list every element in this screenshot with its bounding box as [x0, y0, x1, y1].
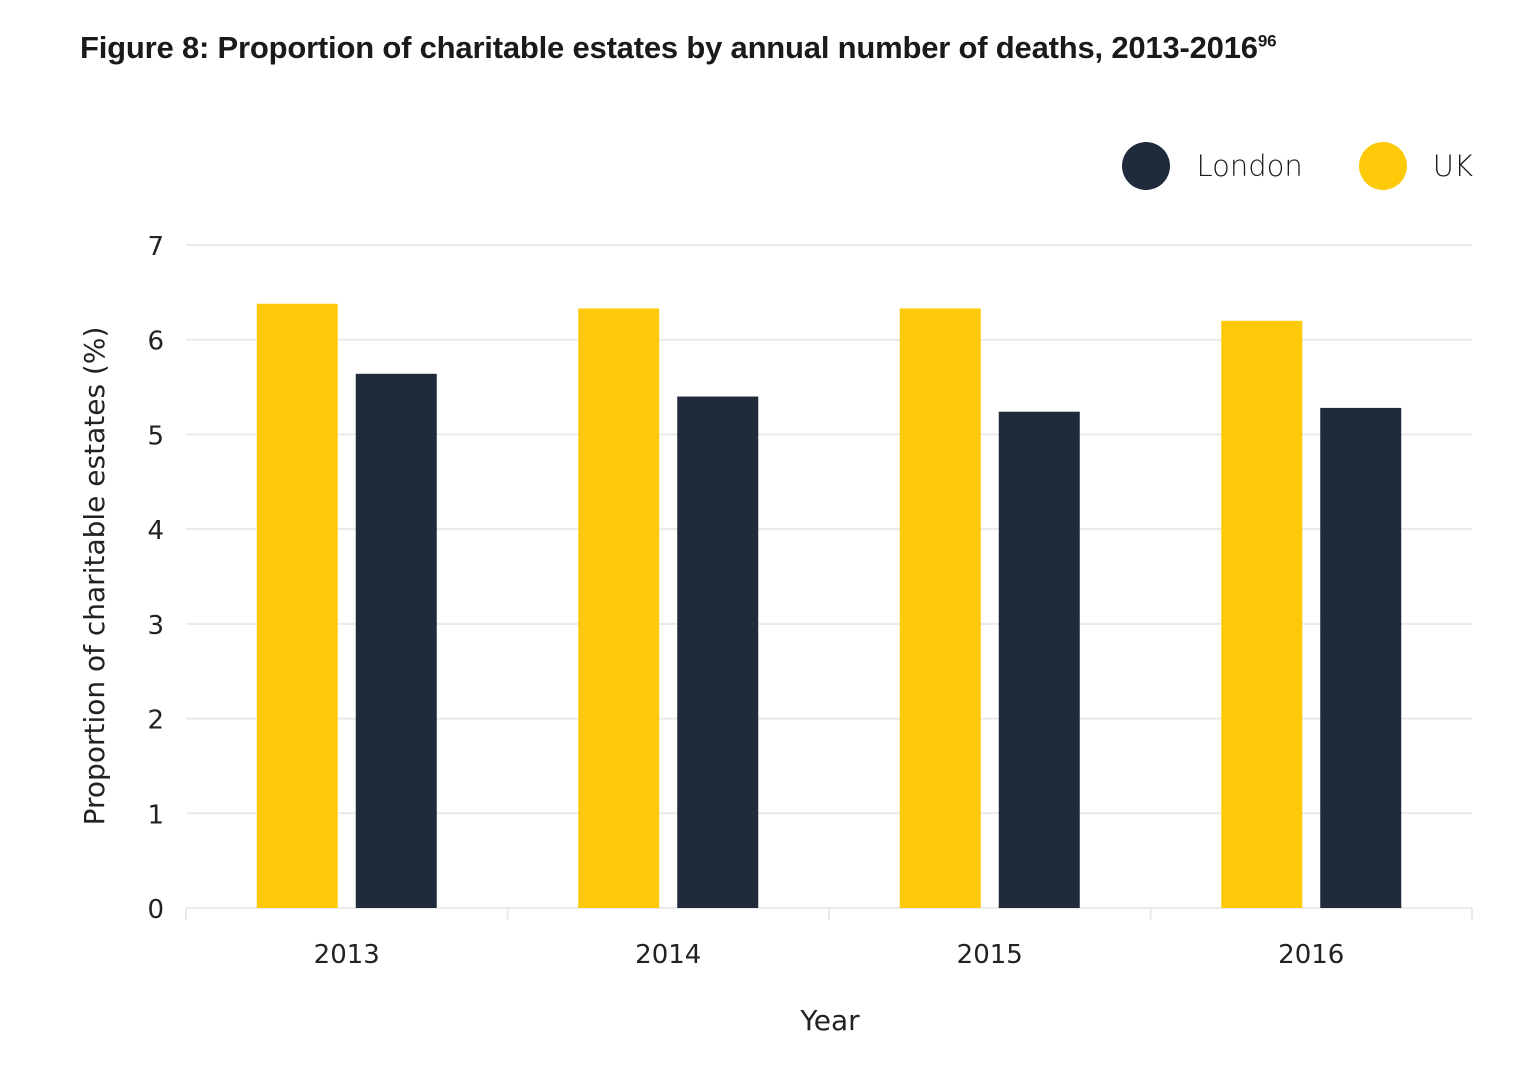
- bar-london-2014: [677, 396, 759, 908]
- legend-swatch-london: [1122, 142, 1171, 190]
- x-tick-label-2015: 2015: [957, 940, 1023, 970]
- bar-uk-2013: [256, 303, 338, 908]
- legend: London UK: [1066, 142, 1473, 190]
- x-tick-label-2014: 2014: [635, 940, 701, 970]
- x-axis: 2013 2014 2015 2016: [185, 908, 1473, 970]
- bars: [256, 303, 1402, 909]
- y-tick-label-0: 0: [147, 895, 164, 925]
- chart-title: Figure 8: Proportion of charitable estat…: [80, 30, 1277, 66]
- bar-london-2015: [998, 411, 1080, 908]
- y-tick-label-5: 5: [147, 421, 164, 451]
- chart-title-text: Figure 8: Proportion of charitable estat…: [80, 30, 1258, 65]
- bar-uk-2016: [1221, 320, 1303, 908]
- legend-label-uk: UK: [1432, 149, 1473, 183]
- y-axis-ticks: 0 1 2 3 4 5 6 7: [147, 232, 164, 925]
- footnote-marker: 96: [1257, 31, 1277, 51]
- y-tick-label-2: 2: [147, 706, 164, 736]
- y-tick-label-6: 6: [147, 327, 164, 357]
- y-tick-label-3: 3: [147, 611, 164, 641]
- bar-uk-2014: [578, 308, 660, 908]
- legend-item-london: London: [1122, 142, 1303, 190]
- y-tick-label-4: 4: [147, 516, 164, 546]
- y-tick-label-1: 1: [147, 800, 164, 830]
- y-tick-label-7: 7: [147, 232, 164, 262]
- x-tick-label-2013: 2013: [314, 940, 380, 970]
- legend-item-uk: UK: [1358, 142, 1473, 190]
- x-tick-label-2016: 2016: [1278, 940, 1344, 970]
- y-axis-title: Proportion of charitable estates (%): [78, 327, 111, 826]
- bar-london-2013: [355, 373, 437, 909]
- legend-label-london: London: [1196, 149, 1303, 183]
- x-axis-title: Year: [799, 1004, 860, 1037]
- legend-swatch-uk: [1358, 142, 1407, 190]
- bar-london-2016: [1320, 407, 1402, 908]
- bar-uk-2015: [899, 308, 981, 908]
